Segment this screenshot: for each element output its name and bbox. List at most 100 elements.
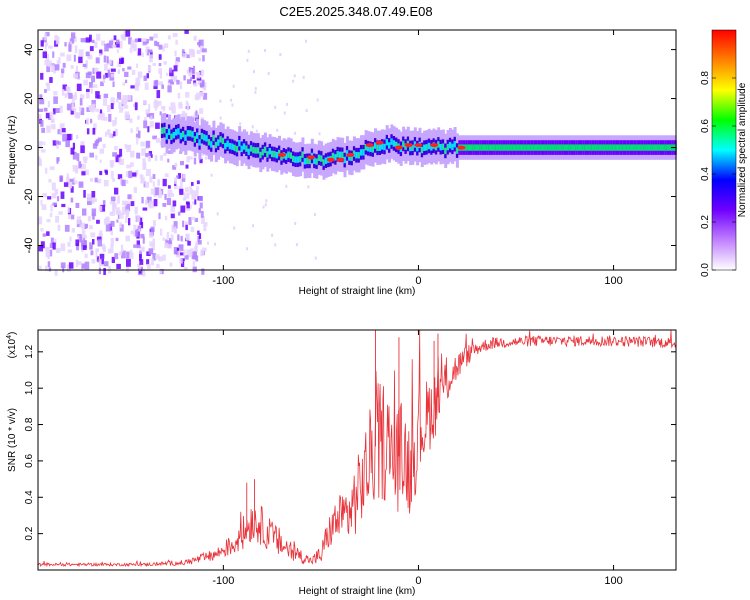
noise-speckle: [53, 96, 58, 104]
noise-speckle: [82, 156, 88, 161]
noise-speckle: [55, 248, 61, 253]
noise-speckle: [47, 196, 52, 200]
noise-speckle: [50, 237, 54, 245]
noise-speckle: [264, 49, 266, 52]
noise-speckle: [87, 54, 93, 60]
noise-speckle: [100, 81, 104, 87]
noise-speckle: [142, 269, 146, 277]
noise-speckle: [159, 111, 162, 116]
noise-speckle: [44, 89, 47, 93]
noise-speckle: [124, 143, 128, 149]
noise-speckle: [112, 44, 117, 48]
ridge-core: [650, 144, 654, 151]
noise-speckle: [188, 72, 192, 77]
noise-speckle: [189, 204, 192, 210]
noise-speckle: [90, 232, 96, 238]
noise-speckle: [154, 99, 158, 106]
noise-speckle: [98, 205, 103, 212]
noise-speckle: [110, 237, 114, 246]
ridge-core: [317, 154, 321, 161]
noise-speckle: [130, 230, 136, 235]
ridge-core: [392, 140, 396, 147]
noise-speckle: [81, 163, 86, 170]
noise-speckle: [96, 236, 102, 241]
noise-speckle: [136, 127, 139, 132]
noise-speckle: [137, 225, 142, 232]
peak-point: [365, 143, 374, 148]
noise-speckle: [138, 265, 142, 272]
noise-speckle: [105, 170, 108, 175]
ridge-core: [395, 141, 398, 149]
noise-speckle: [104, 43, 109, 52]
noise-speckle: [130, 85, 135, 89]
noise-speckle: [184, 205, 188, 211]
noise-speckle: [176, 79, 180, 85]
noise-speckle: [199, 159, 203, 163]
ridge-core: [376, 144, 380, 151]
noise-speckle: [117, 174, 123, 180]
noise-speckle: [78, 49, 84, 57]
noise-speckle: [108, 113, 112, 122]
ridge-core: [299, 155, 303, 163]
ridge-core: [662, 144, 665, 151]
noise-speckle: [114, 117, 117, 125]
noise-speckle: [79, 163, 82, 168]
noise-speckle: [72, 151, 77, 160]
ridge-core: [247, 148, 251, 156]
noise-speckle: [170, 102, 176, 106]
noise-speckle: [255, 129, 258, 133]
x-tick-label: -100: [212, 275, 234, 287]
noise-speckle: [252, 224, 254, 228]
noise-speckle: [182, 220, 185, 228]
ridge-core: [200, 132, 204, 140]
noise-speckle: [179, 258, 183, 264]
noise-speckle: [42, 51, 47, 59]
noise-speckle: [134, 38, 138, 43]
noise-speckle: [169, 262, 173, 267]
noise-speckle: [55, 140, 60, 145]
noise-speckle: [99, 148, 104, 154]
noise-speckle: [74, 180, 78, 184]
noise-speckle: [90, 244, 93, 250]
ridge-core: [322, 159, 326, 166]
noise-speckle: [102, 143, 106, 148]
noise-speckle: [276, 128, 279, 132]
noise-speckle: [119, 148, 123, 157]
noise-speckle: [92, 67, 95, 75]
noise-speckle: [96, 33, 101, 41]
noise-speckle: [97, 239, 102, 247]
noise-speckle: [83, 190, 86, 198]
noise-speckle: [89, 242, 92, 250]
ridge-core: [336, 151, 340, 158]
noise-speckle: [80, 145, 85, 154]
noise-speckle: [188, 67, 192, 71]
ridge-core: [580, 144, 583, 151]
noise-speckle: [73, 107, 77, 115]
peak-point: [430, 143, 439, 148]
noise-speckle: [283, 111, 286, 115]
noise-speckle: [145, 153, 151, 158]
noise-speckle: [148, 151, 153, 155]
noise-speckle: [108, 40, 114, 49]
noise-speckle: [136, 137, 139, 145]
ridge-core: [669, 144, 672, 151]
noise-speckle: [126, 251, 130, 259]
noise-speckle: [111, 68, 116, 72]
noise-speckle: [190, 226, 195, 233]
ridge-core: [570, 144, 574, 151]
noise-speckle: [180, 178, 183, 187]
ridge-core: [409, 144, 413, 152]
noise-speckle: [104, 131, 108, 137]
noise-speckle: [112, 152, 117, 157]
noise-speckle: [161, 84, 164, 89]
ridge-core: [554, 144, 558, 151]
ridge-core: [355, 152, 359, 159]
peak-point: [336, 157, 345, 162]
ridge-core: [249, 145, 253, 152]
noise-speckle: [59, 175, 64, 182]
noise-speckle: [99, 53, 102, 57]
noise-speckle: [70, 65, 74, 69]
noise-speckle: [66, 133, 72, 141]
noise-speckle: [142, 158, 146, 166]
noise-speckle: [192, 251, 197, 260]
